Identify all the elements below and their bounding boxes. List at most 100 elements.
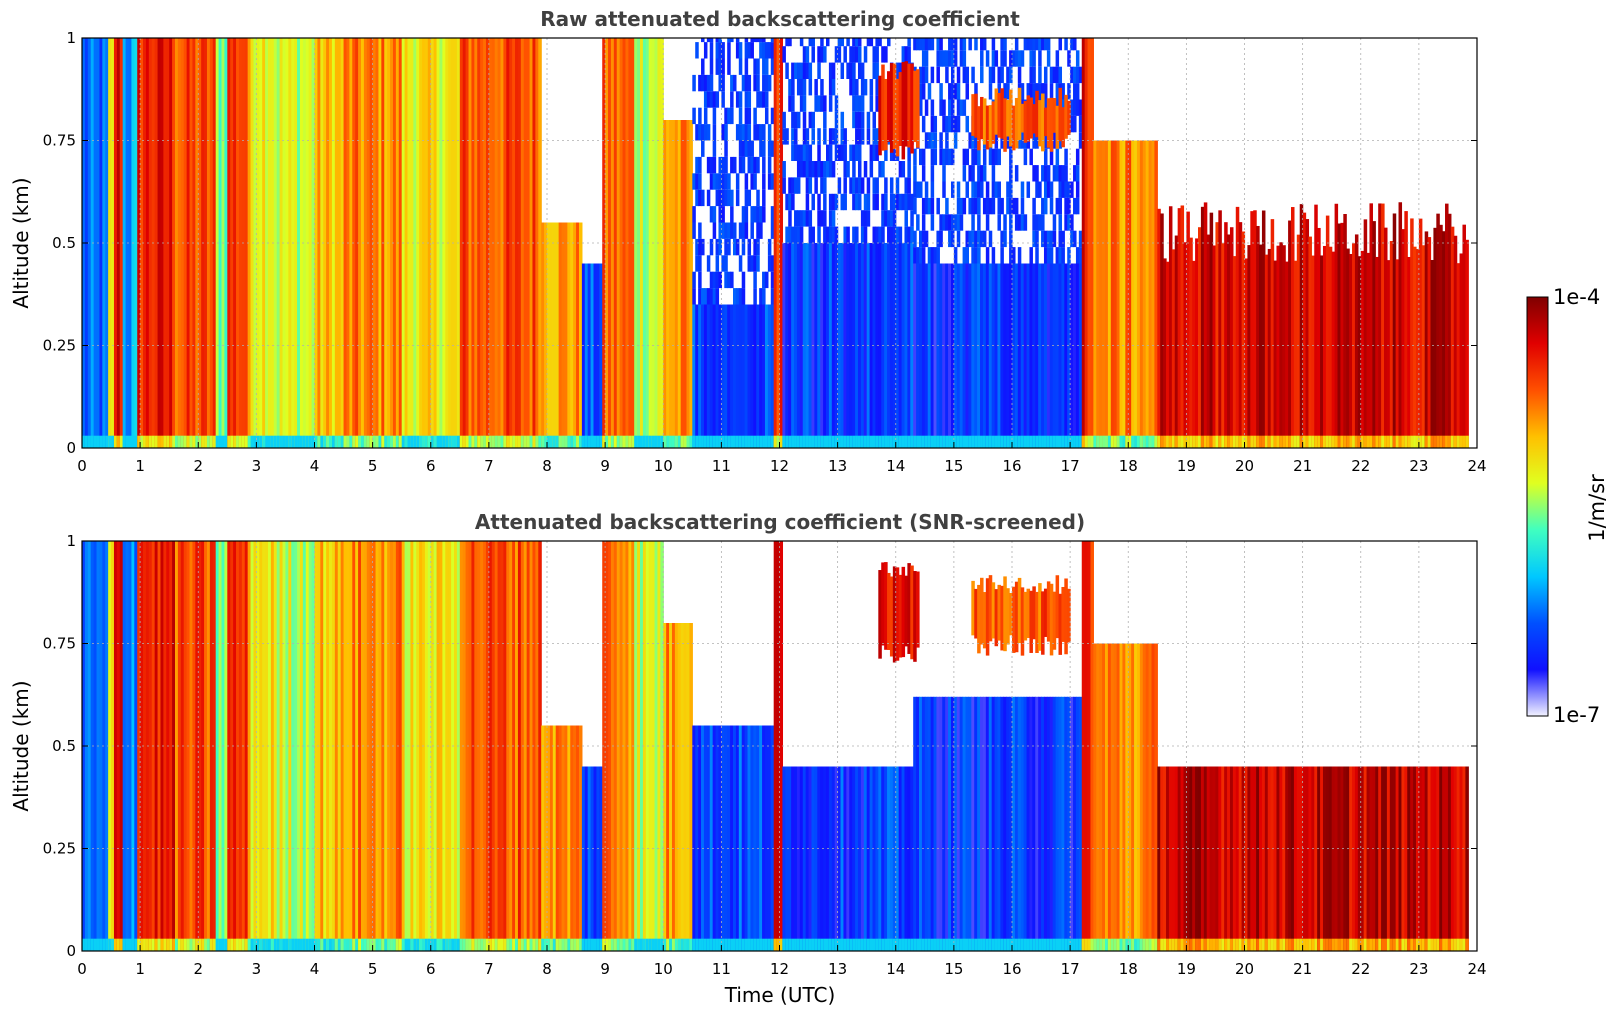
heatmap-cell [299, 938, 304, 951]
heatmap-cell [1413, 435, 1417, 448]
heatmap-cell [1366, 435, 1371, 448]
heatmap-cell [852, 111, 856, 129]
heatmap-cell [294, 541, 298, 951]
heatmap-cell [762, 206, 766, 223]
heatmap-cell [701, 74, 705, 92]
x-tick-label: 20 [1235, 457, 1254, 475]
elevated-layer-cell [982, 98, 987, 145]
heatmap-cell [956, 83, 961, 100]
heatmap-cell [703, 124, 708, 141]
heatmap-cell [744, 124, 749, 141]
heatmap-cell [1067, 696, 1071, 951]
heatmap-cell [770, 271, 775, 289]
heatmap-cell [1381, 435, 1385, 448]
heatmap-cell [454, 938, 458, 951]
heatmap-cell [329, 435, 333, 448]
heatmap-cell [1171, 435, 1176, 448]
heatmap-cell [942, 435, 946, 448]
heatmap-cell [1305, 435, 1310, 448]
heatmap-cell [265, 435, 269, 448]
heatmap-cell [1078, 230, 1083, 248]
heatmap-cell [1439, 766, 1443, 951]
heatmap-segment [541, 725, 583, 951]
heatmap-cell [1014, 435, 1019, 448]
heatmap-cell [669, 120, 673, 448]
heatmap-cell [933, 696, 938, 951]
heatmap-cell [730, 304, 734, 448]
heatmap-cell [889, 435, 894, 448]
heatmap-cell [285, 938, 289, 951]
heatmap-cell [561, 222, 566, 448]
heatmap-cell [1192, 938, 1196, 951]
heatmap-cell [930, 148, 935, 166]
heatmap-cell [1000, 50, 1004, 67]
heatmap-cell [1064, 181, 1068, 198]
heatmap-cell [872, 193, 877, 211]
heatmap-cell [1081, 435, 1086, 448]
heatmap-cell [99, 541, 103, 951]
heatmap-cell [424, 435, 429, 448]
heatmap-cell [936, 197, 940, 215]
heatmap-cell [654, 541, 659, 951]
heatmap-cell [1436, 213, 1440, 448]
heatmap-cell [1078, 938, 1083, 951]
heatmap-cell [910, 938, 914, 951]
heatmap-cell [459, 938, 464, 951]
heatmap-cell [570, 725, 574, 951]
heatmap-cell [826, 435, 830, 448]
heatmap-cell [544, 725, 548, 951]
heatmap-cell [108, 38, 112, 448]
heatmap-cell [608, 541, 612, 951]
heatmap-cell [733, 288, 737, 305]
heatmap-cell [962, 938, 967, 951]
heatmap-cell [1073, 66, 1077, 84]
heatmap-cell [198, 38, 202, 448]
heatmap-cell [930, 435, 935, 448]
heatmap-cell [212, 435, 217, 448]
heatmap-cell [735, 238, 740, 256]
heatmap-cell [881, 766, 885, 951]
heatmap-cell [1279, 938, 1283, 951]
heatmap-cell [942, 148, 946, 166]
heatmap-cell [619, 38, 624, 448]
heatmap-cell [849, 435, 853, 448]
heatmap-cell [177, 541, 182, 951]
heatmap-cell [1264, 938, 1269, 951]
heatmap-cell [762, 271, 766, 289]
heatmap-cell [840, 38, 845, 47]
heatmap-cell [1038, 435, 1042, 448]
heatmap-cell [764, 58, 769, 75]
heatmap-cell [1384, 938, 1388, 951]
heatmap-cell [1186, 211, 1190, 448]
heatmap-cell [811, 38, 815, 47]
heatmap-cell [1398, 766, 1403, 951]
heatmap-cell [878, 766, 882, 951]
heatmap-cell [805, 46, 810, 63]
heatmap-cell [1247, 435, 1251, 448]
heatmap-cell [1061, 83, 1065, 100]
heatmap-cell [820, 766, 824, 951]
heatmap-cell [921, 263, 926, 448]
heatmap-cell [1006, 263, 1010, 448]
heatmap-cell [1087, 541, 1092, 951]
heatmap-cell [1032, 38, 1036, 51]
heatmap-cell [1244, 435, 1249, 448]
heatmap-cell [715, 238, 720, 256]
heatmap-cell [898, 62, 903, 79]
heatmap-cell [936, 230, 940, 248]
heatmap-cell [416, 435, 420, 448]
heatmap-cell [1171, 249, 1176, 448]
heatmap-cell [1456, 766, 1461, 951]
heatmap-cell [721, 725, 725, 951]
heatmap-cell [160, 435, 164, 448]
heatmap-cell [727, 304, 731, 448]
heatmap-cell [1450, 435, 1455, 448]
heatmap-cell [753, 938, 757, 951]
heatmap-cell [930, 38, 935, 51]
heatmap-cell [1311, 435, 1315, 448]
heatmap-cell [1078, 66, 1083, 84]
heatmap-cell [750, 42, 754, 59]
heatmap-cell [1372, 766, 1376, 951]
x-tick-label: 23 [1409, 960, 1428, 978]
heatmap-cell [648, 938, 653, 951]
